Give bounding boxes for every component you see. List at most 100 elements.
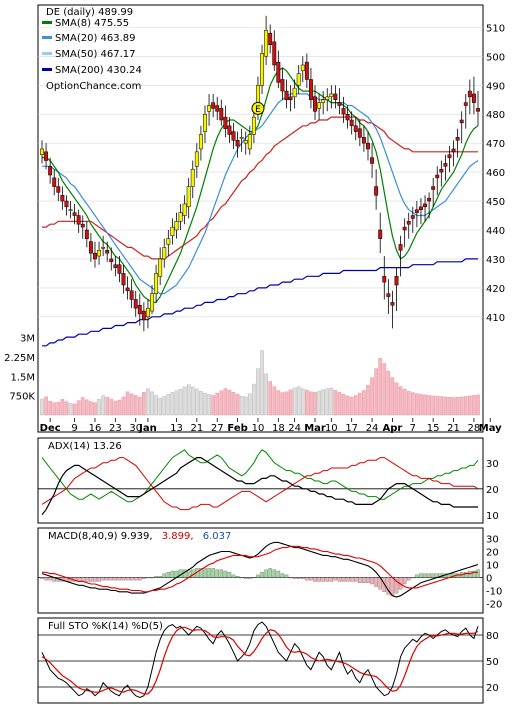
macd-histogram-bar [203, 568, 207, 578]
macd-histogram-bar [207, 568, 211, 578]
macd-histogram-bar [227, 572, 232, 578]
volume-tick-label: 750K [9, 392, 35, 403]
minus-di-line [41, 457, 479, 511]
sma8-swatch [42, 21, 52, 24]
sma20-line [42, 93, 479, 295]
volume-bar [113, 400, 118, 416]
candle-body [158, 258, 163, 277]
macd-histogram-bar [419, 573, 423, 578]
price-tick-label: 480 [486, 110, 505, 121]
macd-histogram-bar [142, 577, 146, 579]
macd-line [41, 541, 479, 598]
volume-bar [80, 397, 85, 416]
volume-bar [186, 384, 191, 416]
date-tick-label: 16 [89, 423, 102, 434]
macd-histogram-bar [476, 569, 480, 578]
macd-histogram-bar [105, 577, 109, 581]
macd-histogram-bar [325, 577, 329, 582]
indicator-tick-label: 0 [486, 574, 492, 585]
macd-histogram-bar [243, 577, 248, 579]
volume-bar [296, 386, 301, 416]
candle-body [121, 273, 126, 286]
volume-bar [129, 393, 134, 416]
indicator-tick-label: 10 [486, 561, 499, 572]
candle-body [203, 113, 207, 132]
date-tick-label: Apr [383, 423, 403, 434]
volume-bar [48, 400, 52, 416]
macd-histogram-bar [313, 577, 317, 582]
candle-body [374, 186, 379, 196]
candle-body [56, 186, 61, 193]
candle-body [125, 287, 130, 292]
volume-bar [423, 394, 427, 416]
volume-bar [76, 400, 81, 416]
volume-bar [231, 392, 236, 416]
candle-body [292, 87, 297, 98]
candle-body [64, 200, 69, 208]
candle-body [382, 276, 387, 283]
macd-panel: -20 -10 0 10 20 30 [38, 535, 502, 611]
volume-bar [447, 396, 452, 416]
volume-bar [390, 377, 395, 416]
macd-histogram-bar [370, 577, 374, 585]
date-tick-label: 10 [252, 423, 265, 434]
date-tick-label: 13 [170, 423, 183, 434]
macd-histogram-bar [333, 577, 338, 581]
candle-body [133, 299, 138, 309]
candle-body [317, 102, 322, 109]
sma50-swatch [42, 52, 52, 55]
macd-histogram-bar [321, 577, 325, 582]
price-tick-label: 450 [486, 197, 505, 208]
macd-histogram-bar [252, 577, 256, 579]
candle-body [186, 186, 191, 208]
macd-histogram-bar [423, 573, 427, 578]
candle-body [431, 186, 436, 190]
sma50-label: SMA(50) 467.17 [55, 49, 136, 60]
date-tick-label: 21 [190, 423, 203, 434]
volume-bar [252, 383, 256, 416]
macd-histogram-bar [402, 577, 407, 585]
macd-histogram-bar [260, 572, 264, 578]
candle-body [435, 174, 440, 179]
macd-histogram-bar [170, 570, 175, 578]
volume-bar [84, 399, 89, 416]
candle-body [174, 221, 179, 231]
volume-bar [374, 368, 378, 416]
candle-body [459, 119, 464, 124]
price-axis: 410 420 430 440 450 460 470 480 490 500 510 [486, 23, 505, 323]
volume-bar [268, 381, 273, 416]
volume-bar [260, 350, 264, 416]
volume-bar [182, 386, 187, 416]
macd-histogram-bar [235, 576, 240, 578]
volume-bar [370, 377, 374, 416]
earnings-marker: E [251, 101, 265, 115]
candle-body [251, 116, 256, 135]
macd-histogram-bar [117, 577, 122, 581]
macd-histogram-bar [415, 574, 419, 578]
volume-bar [142, 392, 146, 416]
candle-body [443, 163, 448, 167]
volume-tick-label: 2.25M [4, 353, 35, 364]
candle-body [378, 229, 383, 239]
volume-bar [146, 388, 150, 416]
candle-body [366, 142, 370, 150]
candle-body [394, 276, 399, 286]
candle-body [129, 290, 134, 300]
sma8-label: SMA(8) 475.55 [55, 18, 129, 29]
date-tick-label: Dec [40, 423, 61, 434]
date-tick-label: 9 [71, 423, 77, 434]
macd-histogram-bar [121, 577, 126, 581]
macd-histogram-bar [296, 577, 301, 579]
macd-histogram-bar [239, 577, 244, 579]
macd-value: MACD(8,40,9) 9.939, [48, 531, 153, 542]
sma20-swatch [42, 36, 52, 39]
candle-body [321, 99, 326, 103]
macd-histogram-bar [129, 577, 134, 581]
candle-body [313, 96, 317, 112]
volume-bar [357, 392, 362, 416]
volume-bar [402, 388, 407, 416]
macd-histogram-bar [109, 577, 114, 581]
volume-bar [325, 388, 330, 416]
volume-bar [64, 401, 69, 416]
